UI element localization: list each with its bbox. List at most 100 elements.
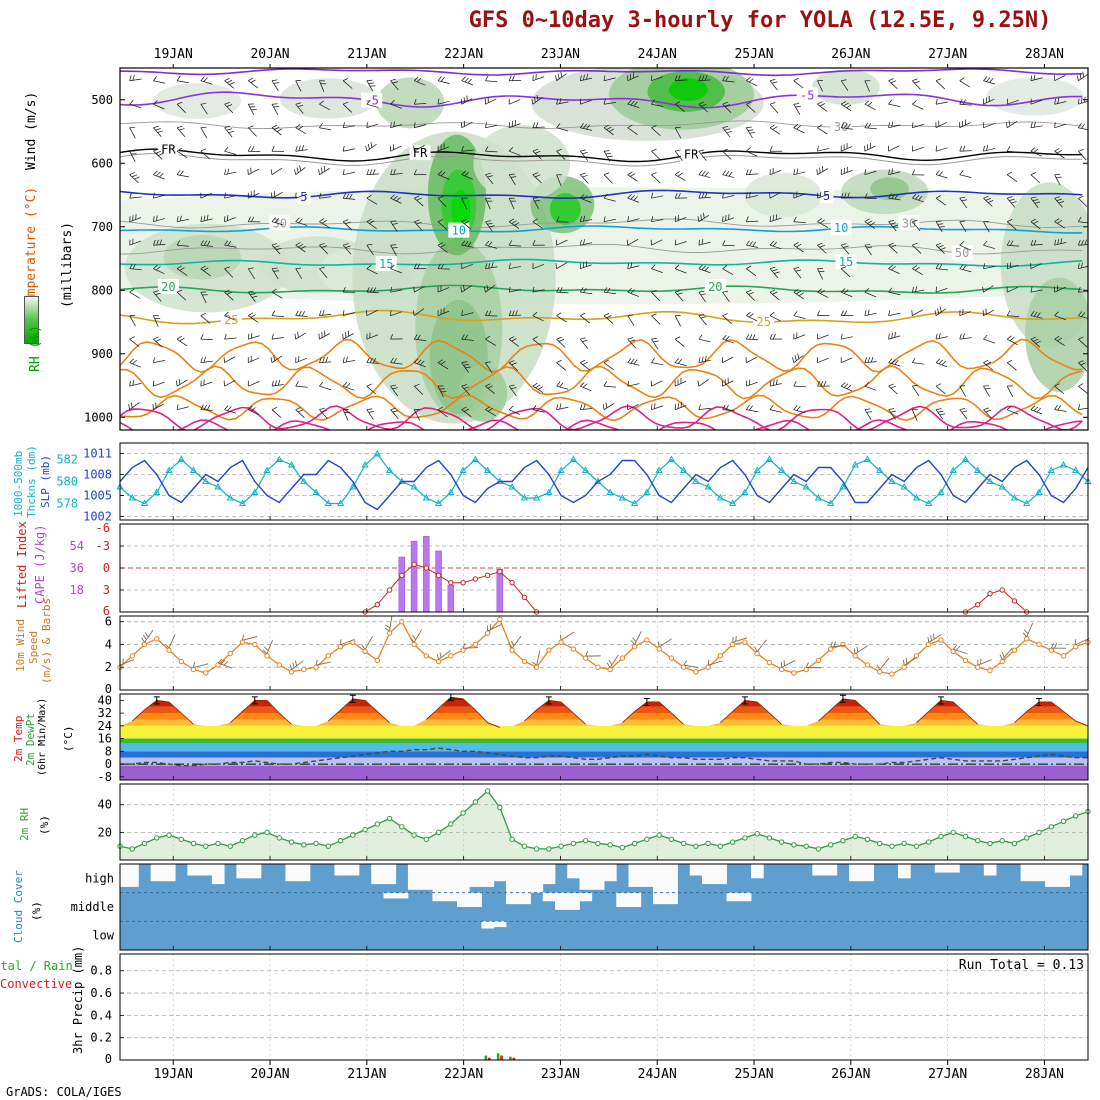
- svg-text:600: 600: [91, 156, 113, 170]
- svg-text:-5: -5: [800, 88, 814, 102]
- axis-label-convective: Convective: [0, 977, 73, 991]
- svg-text:FR: FR: [684, 148, 699, 162]
- svg-text:-6: -6: [96, 521, 110, 535]
- svg-text:23JAN: 23JAN: [541, 1067, 580, 1082]
- svg-text:1002: 1002: [83, 510, 112, 524]
- axis-label-temperature: Temperature (°C): [24, 186, 39, 312]
- svg-text:21JAN: 21JAN: [347, 47, 386, 62]
- svg-text:10: 10: [452, 224, 466, 238]
- svg-text:500: 500: [91, 93, 113, 107]
- svg-text:15: 15: [839, 255, 853, 269]
- svg-text:27JAN: 27JAN: [928, 47, 967, 62]
- svg-text:40: 40: [98, 693, 112, 707]
- svg-text:-3: -3: [96, 539, 110, 553]
- svg-text:10: 10: [834, 221, 848, 235]
- cape-li-panel: [120, 524, 1088, 615]
- temp2m-panel: [120, 694, 1088, 780]
- svg-text:22JAN: 22JAN: [444, 1067, 483, 1082]
- svg-text:15: 15: [379, 257, 393, 271]
- svg-text:FR: FR: [161, 143, 176, 157]
- svg-text:1011: 1011: [83, 447, 112, 461]
- wind10m-panel: [117, 616, 1091, 690]
- svg-text:900: 900: [91, 347, 113, 361]
- svg-text:580: 580: [56, 475, 78, 489]
- svg-text:1005: 1005: [83, 489, 112, 503]
- rh-colorbar: [24, 296, 39, 344]
- svg-text:5: 5: [300, 190, 307, 204]
- svg-text:low: low: [92, 929, 114, 943]
- svg-text:20JAN: 20JAN: [250, 1067, 289, 1082]
- svg-text:578: 578: [56, 497, 78, 511]
- axis-label-cloud-cover: Cloud Cover: [12, 870, 25, 943]
- svg-text:32: 32: [98, 706, 112, 720]
- svg-text:24: 24: [98, 719, 112, 733]
- svg-text:0: 0: [103, 561, 110, 575]
- svg-text:0: 0: [105, 757, 112, 771]
- svg-text:22JAN: 22JAN: [444, 47, 483, 62]
- axis-label-3hr-precip: 3hr Precip (mm): [71, 945, 85, 1054]
- svg-text:25JAN: 25JAN: [734, 47, 773, 62]
- axis-label-total-rain: Total / Rain: [0, 959, 73, 973]
- svg-text:26JAN: 26JAN: [831, 1067, 870, 1082]
- axis-label-minmax: (6hr Min/Max): [37, 697, 48, 776]
- svg-text:700: 700: [91, 220, 113, 234]
- svg-text:3: 3: [103, 583, 110, 597]
- axis-label-cape: CAPE (J/kg): [33, 524, 47, 604]
- svg-text:28JAN: 28JAN: [1025, 47, 1064, 62]
- svg-text:0.4: 0.4: [90, 1008, 112, 1022]
- axis-label-10m-wind: 10m Wind: [14, 619, 27, 672]
- svg-text:high: high: [85, 871, 114, 885]
- rh2m-panel: [117, 784, 1091, 860]
- svg-text:20: 20: [98, 825, 112, 839]
- axis-label-rh: RH (%): [28, 325, 43, 372]
- axis-label-millibars: (millibars): [60, 221, 75, 308]
- svg-text:1008: 1008: [83, 468, 112, 482]
- cloud-panel: [120, 864, 1088, 950]
- axis-label-wind: Wind (m/s): [24, 91, 39, 170]
- axis-label-rh-percent: (%): [38, 815, 51, 835]
- svg-text:24JAN: 24JAN: [638, 47, 677, 62]
- axis-label-cloud-percent: (%): [30, 901, 43, 921]
- svg-text:-5: -5: [364, 94, 378, 108]
- axis-label-wind-speed: Speed: [27, 630, 40, 664]
- precip-panel: [120, 954, 1088, 1060]
- svg-text:2: 2: [105, 660, 112, 674]
- svg-text:25JAN: 25JAN: [734, 1067, 773, 1082]
- svg-text:30: 30: [272, 216, 286, 230]
- axis-label-thickness-2: Thckns (dm): [25, 445, 38, 518]
- svg-text:0: 0: [105, 682, 112, 696]
- axis-label-wind-barbs: (m/s) & Barbs: [40, 597, 53, 684]
- svg-text:25: 25: [756, 315, 770, 329]
- svg-text:18: 18: [70, 583, 84, 597]
- svg-text:28JAN: 28JAN: [1025, 1067, 1064, 1082]
- svg-text:0: 0: [105, 1052, 112, 1066]
- credit-text: GrADS: COLA/IGES: [6, 1085, 122, 1099]
- axis-label-thickness-1: 1000-500mb: [12, 450, 25, 517]
- svg-text:30: 30: [902, 216, 916, 230]
- svg-text:25: 25: [224, 313, 238, 327]
- svg-text:582: 582: [56, 453, 78, 467]
- svg-text:6: 6: [105, 615, 112, 629]
- svg-text:4: 4: [105, 637, 112, 651]
- svg-text:6: 6: [103, 604, 110, 618]
- svg-text:20: 20: [161, 280, 175, 294]
- svg-text:19JAN: 19JAN: [154, 47, 193, 62]
- axis-label-2m-temp: 2m Temp: [12, 715, 25, 762]
- svg-text:54: 54: [70, 539, 84, 553]
- pressure-panel: -5 -5 FR FR FR 5 5 10 10 15 15 20 20 25 25 30 30 30 50: [120, 68, 1088, 430]
- svg-text:0.8: 0.8: [90, 964, 112, 978]
- svg-text:5: 5: [823, 189, 830, 203]
- svg-text:19JAN: 19JAN: [154, 1067, 193, 1082]
- slp-thickness-panel: [116, 443, 1092, 520]
- svg-text:27JAN: 27JAN: [928, 1067, 967, 1082]
- svg-text:26JAN: 26JAN: [831, 47, 870, 62]
- svg-text:21JAN: 21JAN: [347, 1067, 386, 1082]
- svg-text:0.6: 0.6: [90, 986, 112, 1000]
- svg-text:FR: FR: [413, 146, 428, 160]
- svg-text:middle: middle: [71, 900, 114, 914]
- svg-text:8: 8: [105, 744, 112, 758]
- svg-text:0.2: 0.2: [90, 1031, 112, 1045]
- axis-label-slp: SLP (mb): [39, 455, 52, 508]
